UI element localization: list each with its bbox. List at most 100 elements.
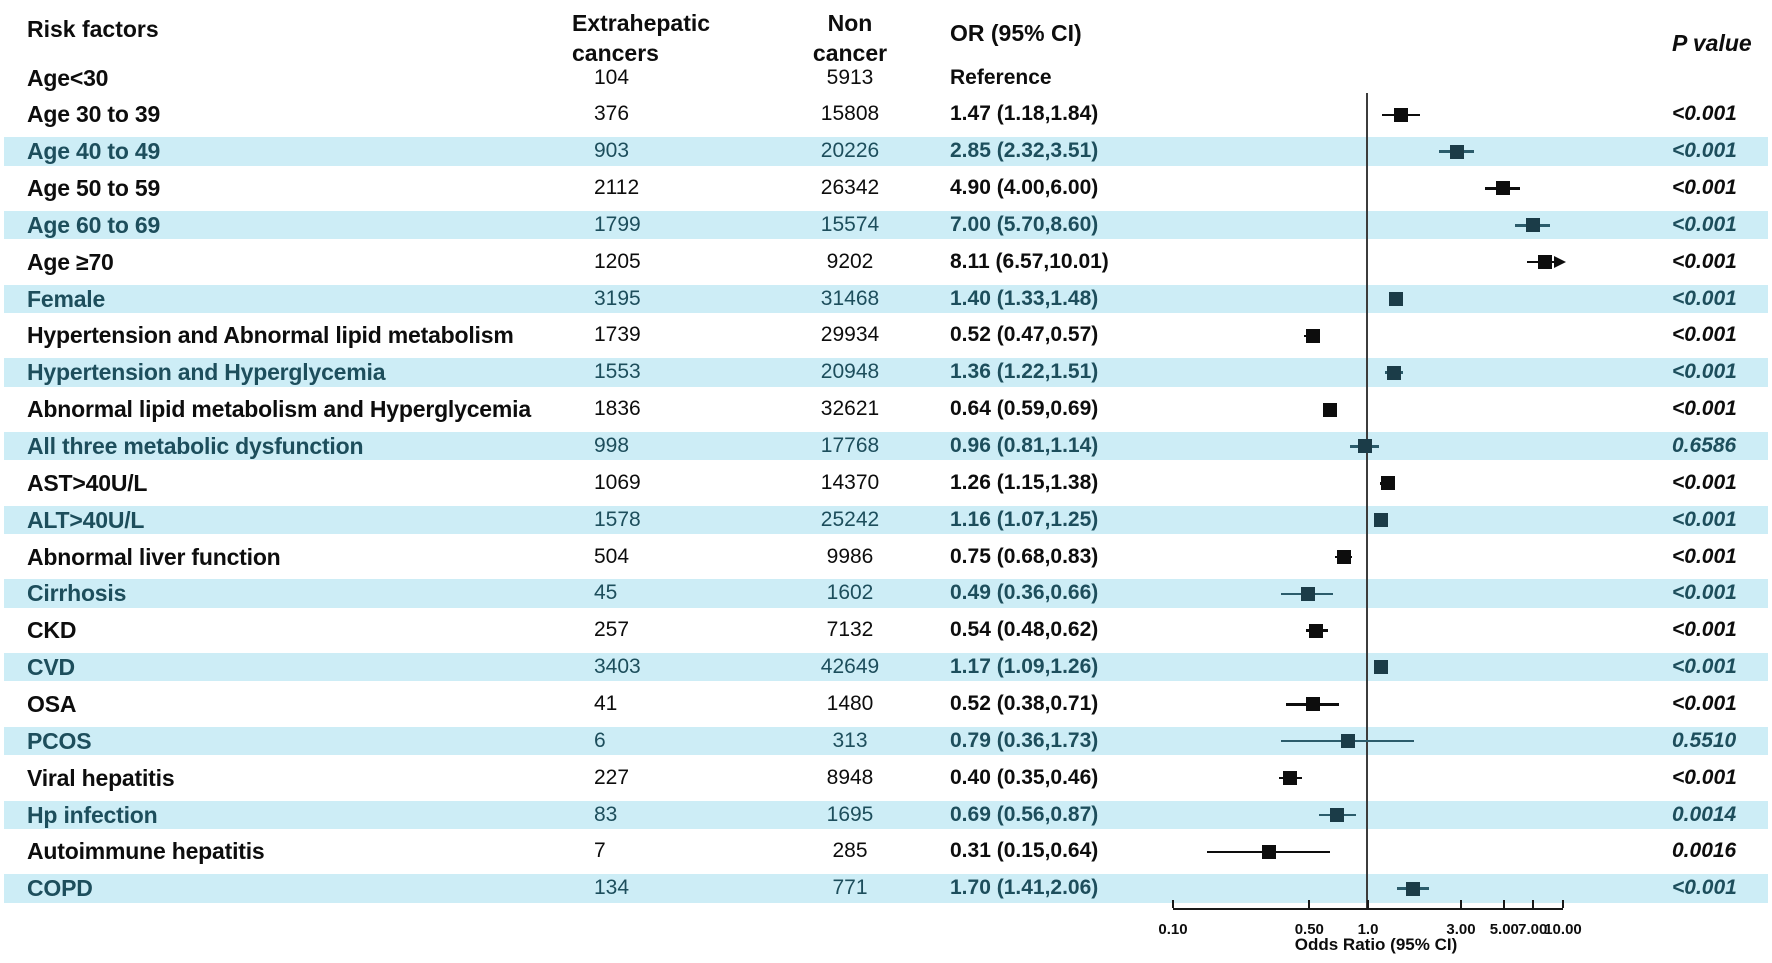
x-axis-tick <box>1367 900 1369 908</box>
table-row: Hp infection 83 1695 0.69 (0.56,0.87) 0.0014 <box>0 797 1772 834</box>
extrahepatic-count: 1739 <box>594 323 641 347</box>
non-cancer-count: 32621 <box>820 397 880 421</box>
non-cancer-count: 14370 <box>820 470 880 494</box>
x-axis-tick-label: 0.10 <box>1158 921 1188 938</box>
risk-factor-label: Age 30 to 39 <box>27 101 161 128</box>
x-axis-tick-label: 1.0 <box>1357 921 1379 938</box>
or-marker <box>1380 476 1395 491</box>
risk-factor-label: PCOS <box>27 727 92 754</box>
or-marker <box>1373 513 1388 528</box>
column-header-extrahepatic-line2: cancers <box>572 40 659 66</box>
extrahepatic-count: 504 <box>594 544 630 568</box>
risk-factor-label: Hypertension and Hyperglycemia <box>27 359 386 386</box>
non-cancer-count: 771 <box>832 876 868 900</box>
or-marker <box>1261 844 1276 859</box>
p-value: <0.001 <box>1672 765 1737 789</box>
or-marker <box>1308 623 1323 638</box>
table-row: Age ≥70 1205 9202 8.11 (6.57,10.01) <0.001 <box>0 244 1772 281</box>
or-marker <box>1449 144 1464 159</box>
p-value: 0.5510 <box>1672 728 1737 752</box>
table-row: Age 40 to 49 903 20226 2.85 (2.32,3.51) <0.0… <box>0 133 1772 170</box>
or-ci-value: 7.00 (5.70,8.60) <box>950 212 1099 236</box>
or-marker <box>1525 218 1540 233</box>
x-axis-tick <box>1172 900 1174 908</box>
or-marker <box>1374 660 1389 675</box>
risk-factor-label: Age 40 to 49 <box>27 138 161 165</box>
or-marker <box>1329 807 1344 822</box>
or-marker <box>1323 402 1338 417</box>
or-ci-value: 0.54 (0.48,0.62) <box>950 618 1099 642</box>
non-cancer-count: 1602 <box>826 581 874 605</box>
non-cancer-count: 17768 <box>820 434 880 457</box>
risk-factor-label: Female <box>27 285 106 312</box>
or-marker <box>1283 771 1298 786</box>
non-cancer-count: 29934 <box>820 323 880 347</box>
risk-factor-label: ALT>40U/L <box>27 506 145 533</box>
or-ci-value: Reference <box>950 65 1052 89</box>
extrahepatic-count: 257 <box>594 618 630 642</box>
p-value: 0.0016 <box>1672 839 1737 863</box>
x-axis-tick <box>1562 900 1564 908</box>
risk-factor-label: Cirrhosis <box>27 580 127 607</box>
non-cancer-count: 25242 <box>820 507 880 531</box>
or-marker <box>1357 439 1372 454</box>
x-axis-title: Odds Ratio (95% CI) <box>1294 935 1458 954</box>
p-value: 0.0014 <box>1672 802 1737 826</box>
p-value: <0.001 <box>1672 470 1737 494</box>
or-ci-value: 1.26 (1.15,1.38) <box>950 470 1099 494</box>
or-marker <box>1336 549 1351 564</box>
row-highlight <box>4 800 1768 829</box>
non-cancer-count: 15574 <box>820 212 880 236</box>
non-cancer-count: 285 <box>832 839 868 863</box>
extrahepatic-count: 2112 <box>594 176 640 200</box>
table-row: Age<30 104 5913 Reference <box>0 60 1772 97</box>
non-cancer-count: 1695 <box>826 802 874 826</box>
x-axis-tick-label: 10.00 <box>1544 921 1582 938</box>
non-cancer-count: 5913 <box>826 65 874 89</box>
risk-factor-label: Age 50 to 59 <box>27 175 161 202</box>
non-cancer-count: 42649 <box>820 655 880 679</box>
table-row: CKD 257 7132 0.54 (0.48,0.62) <0.001 <box>0 612 1772 649</box>
extrahepatic-count: 3403 <box>594 655 641 679</box>
table-row: Viral hepatitis 227 8948 0.40 (0.35,0.46) <0… <box>0 760 1772 797</box>
or-ci-value: 1.17 (1.09,1.26) <box>950 655 1099 679</box>
row-highlight <box>4 432 1768 461</box>
extrahepatic-count: 376 <box>594 102 630 126</box>
row-highlight <box>4 284 1768 313</box>
non-cancer-count: 9986 <box>826 544 874 568</box>
extrahepatic-count: 1836 <box>594 397 641 421</box>
risk-factor-label: Age 60 to 69 <box>27 211 161 238</box>
p-value: <0.001 <box>1672 655 1737 679</box>
p-value: <0.001 <box>1672 691 1737 715</box>
non-cancer-count: 15808 <box>820 102 880 126</box>
table-row: Age 50 to 59 2112 26342 4.90 (4.00,6.00) <0.… <box>0 170 1772 207</box>
or-ci-value: 0.69 (0.56,0.87) <box>950 802 1099 826</box>
p-value: <0.001 <box>1672 323 1737 347</box>
non-cancer-count: 20226 <box>820 139 880 163</box>
risk-factor-label: Autoimmune hepatitis <box>27 838 265 865</box>
or-marker <box>1405 881 1420 896</box>
column-header-p-value: P value <box>1672 30 1752 56</box>
risk-factor-label: COPD <box>27 875 93 902</box>
extrahepatic-count: 998 <box>594 434 630 457</box>
table-row: Hypertension and Hyperglycemia 1553 20948 1… <box>0 354 1772 391</box>
extrahepatic-count: 7 <box>594 839 606 863</box>
or-ci-value: 0.52 (0.38,0.71) <box>950 691 1099 715</box>
extrahepatic-count: 227 <box>594 765 630 789</box>
p-value: <0.001 <box>1672 581 1737 605</box>
extrahepatic-count: 1578 <box>594 507 641 531</box>
row-highlight <box>4 579 1768 608</box>
extrahepatic-count: 903 <box>594 139 630 163</box>
column-header-non-cancer-line1: Non <box>827 10 873 36</box>
p-value: <0.001 <box>1672 176 1737 200</box>
row-highlight <box>4 874 1768 903</box>
x-axis-tick <box>1460 900 1463 908</box>
reference-line <box>1366 93 1368 909</box>
table-row: Age 30 to 39 376 15808 1.47 (1.18,1.84) <0.0… <box>0 96 1772 133</box>
risk-factor-label: CKD <box>27 617 77 644</box>
risk-factor-label: Abnormal lipid metabolism and Hyperglyce… <box>27 396 531 423</box>
or-ci-value: 1.40 (1.33,1.48) <box>950 286 1099 310</box>
non-cancer-count: 1480 <box>826 691 874 715</box>
x-axis-tick-label: 3.00 <box>1446 921 1476 938</box>
or-marker <box>1495 181 1510 196</box>
